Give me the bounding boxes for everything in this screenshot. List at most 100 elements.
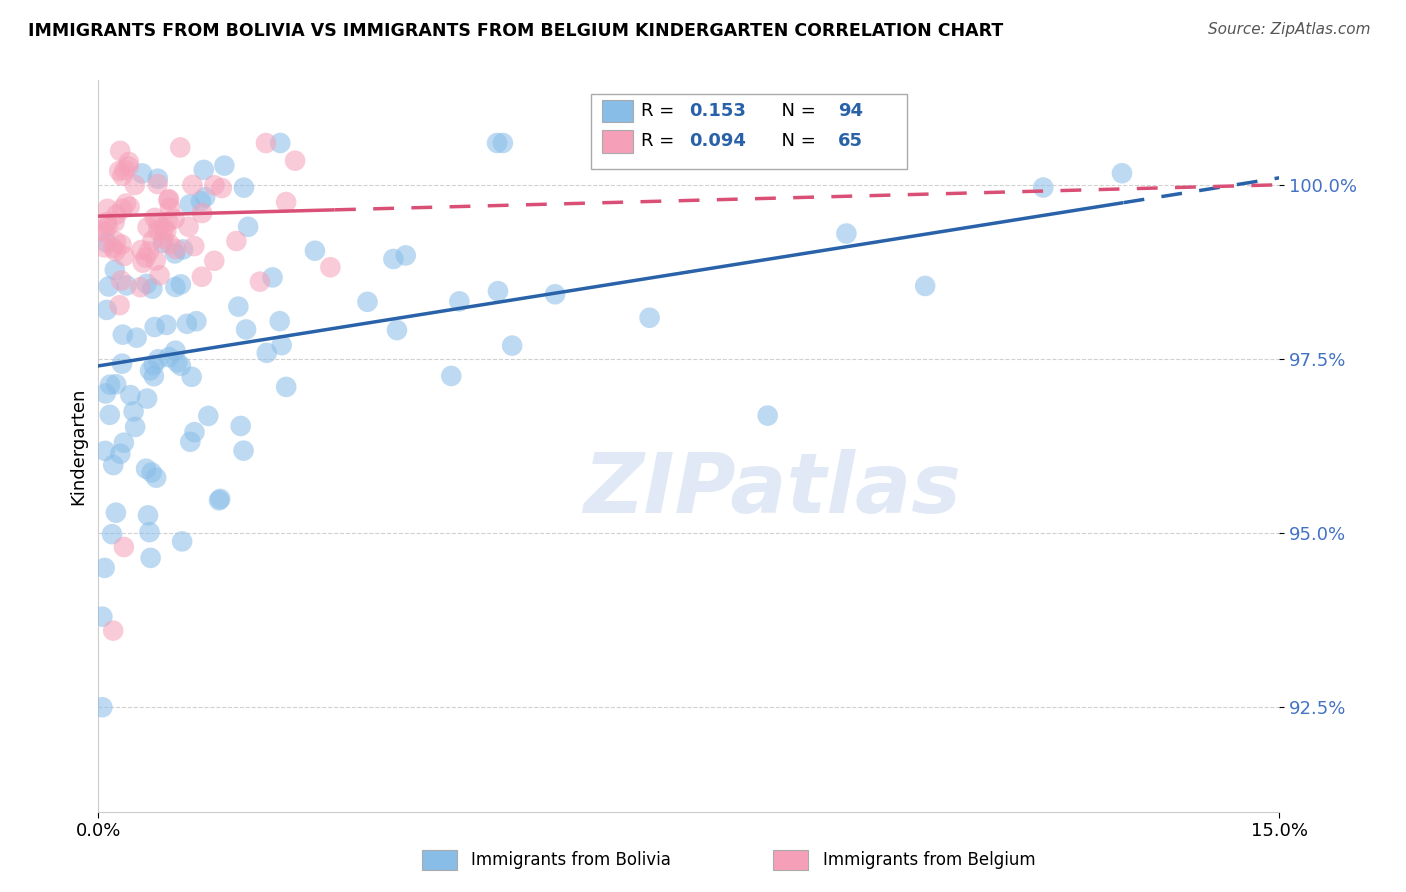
Point	[159, 201, 181, 215]
Text: ZIPatlas: ZIPatlas	[582, 450, 960, 531]
Point	[835, 227, 858, 241]
Point	[131, 243, 153, 257]
Point	[131, 166, 153, 180]
Point	[157, 214, 180, 228]
Point	[186, 314, 208, 328]
Point	[104, 506, 127, 520]
Point	[152, 235, 174, 250]
Point	[157, 192, 180, 206]
Point	[148, 224, 170, 238]
Point	[139, 363, 162, 377]
Point	[112, 249, 135, 263]
Point	[159, 237, 181, 252]
Point	[93, 240, 115, 254]
Point	[172, 534, 194, 549]
Point	[492, 136, 515, 150]
Point	[1111, 166, 1133, 180]
Point	[103, 241, 125, 255]
Point	[101, 527, 124, 541]
Point	[165, 280, 187, 294]
Point	[124, 178, 146, 192]
Point	[638, 310, 661, 325]
Point	[93, 561, 115, 575]
Point	[146, 216, 169, 230]
Point	[138, 525, 160, 540]
Point	[179, 434, 201, 449]
Point	[108, 298, 131, 312]
Point	[152, 231, 174, 245]
Point	[304, 244, 326, 258]
Point	[183, 239, 205, 253]
Text: 0.094: 0.094	[689, 132, 745, 151]
Point	[142, 358, 165, 372]
Point	[756, 409, 779, 423]
Point	[103, 458, 125, 472]
Point	[166, 355, 188, 369]
Point	[111, 357, 134, 371]
Point	[94, 386, 117, 401]
Point	[169, 140, 191, 154]
Point	[163, 211, 186, 226]
Point	[155, 224, 177, 238]
Point	[501, 338, 523, 352]
Text: N =: N =	[770, 102, 823, 120]
Point	[125, 331, 148, 345]
Point	[194, 190, 217, 204]
Point	[544, 287, 567, 301]
Point	[141, 282, 163, 296]
Point	[103, 215, 125, 229]
Point	[486, 284, 509, 298]
Point	[165, 242, 187, 256]
Point	[356, 294, 378, 309]
Point	[202, 253, 225, 268]
Point	[276, 194, 298, 209]
Point	[209, 491, 232, 506]
Point	[225, 234, 247, 248]
Point	[1032, 180, 1054, 194]
Point	[180, 369, 202, 384]
Point	[157, 193, 180, 207]
Point	[122, 404, 145, 418]
Point	[97, 219, 120, 233]
Point	[118, 155, 141, 169]
Point	[105, 377, 128, 392]
Point	[385, 323, 408, 337]
Point	[110, 274, 132, 288]
Text: N =: N =	[770, 132, 823, 151]
Text: IMMIGRANTS FROM BOLIVIA VS IMMIGRANTS FROM BELGIUM KINDERGARTEN CORRELATION CHAR: IMMIGRANTS FROM BOLIVIA VS IMMIGRANTS FR…	[28, 22, 1004, 40]
Point	[101, 624, 124, 638]
Point	[170, 359, 193, 373]
Point	[104, 235, 127, 249]
Point	[172, 243, 194, 257]
Point	[197, 409, 219, 423]
Point	[91, 609, 114, 624]
Point	[104, 263, 127, 277]
Point	[111, 327, 134, 342]
Text: 0.153: 0.153	[689, 102, 745, 120]
Point	[449, 294, 471, 309]
Point	[112, 540, 135, 554]
Point	[138, 244, 160, 259]
Point	[155, 318, 177, 332]
Point	[98, 377, 121, 392]
Point	[395, 248, 418, 262]
Point	[114, 162, 136, 177]
Text: 65: 65	[838, 132, 863, 151]
Point	[179, 197, 201, 211]
Bar	[602, 100, 633, 122]
Point	[142, 369, 165, 384]
Point	[108, 164, 131, 178]
Point	[181, 178, 204, 192]
Bar	[602, 130, 633, 153]
Point	[157, 350, 180, 364]
Point	[115, 278, 138, 293]
Point	[236, 219, 259, 234]
Point	[211, 181, 233, 195]
Point	[193, 162, 215, 177]
Bar	[591, 94, 907, 169]
Point	[170, 277, 193, 292]
Point	[254, 136, 277, 150]
Point	[270, 338, 292, 352]
Point	[146, 177, 169, 191]
Point	[202, 178, 225, 193]
